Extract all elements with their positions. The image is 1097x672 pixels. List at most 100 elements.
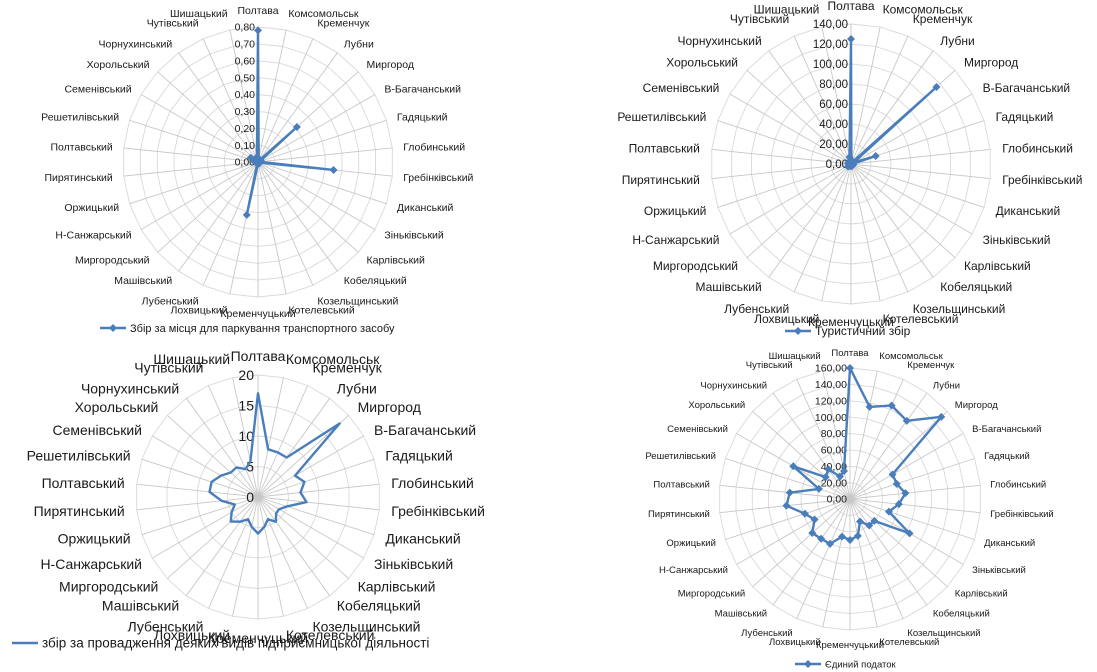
category-label: Чорнухинський [81,381,179,397]
data-point-marker [901,489,910,498]
spoke-line [850,50,934,165]
data-point-marker [800,509,809,518]
tick-label: 0,20 [235,123,256,135]
spoke-line [850,163,973,235]
category-label: Карлівський [367,254,426,266]
tick-label: 120,00 [815,395,847,407]
spoke-line [232,496,259,617]
spoke-line [849,498,948,588]
tick-label: 0,80 [235,22,256,34]
category-label: Комсомольськ [879,351,943,362]
spoke-line [711,163,852,180]
spoke-line [129,119,259,163]
data-point-marker [870,516,879,525]
category-label: Миргородський [75,254,150,266]
spoke-line [257,161,387,205]
spoke-line [822,498,851,628]
legend-marker [109,324,117,332]
tick-label: 0,30 [235,106,256,118]
category-label: Диканський [397,202,454,214]
category-label: Шишацький [170,8,228,20]
spoke-line [711,148,852,165]
tick-label: 10 [238,428,254,444]
data-point-marker [329,165,338,174]
tick-label: 0,00 [826,159,848,171]
category-label: Котелевський [286,627,375,643]
spoke-line [849,370,878,500]
data-point-marker [254,26,262,35]
category-label: Лохвицький [769,637,821,648]
category-label: Гадяцький [397,112,448,124]
legend-label: Туристичний збір [815,324,911,338]
category-label: Лубенський [128,618,204,634]
data-point-marker [845,153,854,162]
tick-label: 40,00 [819,119,848,131]
spoke-line [166,415,259,498]
spoke-line [793,35,852,165]
legend-marker [804,660,812,668]
data-point-marker [836,472,845,481]
data-point-marker [817,534,826,543]
legend-label: Єдиний податок [825,659,897,670]
spoke-line [729,93,852,165]
category-label: Миргород [955,400,998,411]
spoke-line [849,498,975,540]
tick-label: 60,00 [821,445,847,457]
spoke-line [202,161,259,286]
spoke-line [849,433,964,500]
category-label: Оржицький [644,204,707,218]
tick-label: 0 [246,489,254,505]
category-label: Машівський [102,597,179,613]
spoke-line [129,161,259,205]
spoke-line [796,498,851,619]
spoke-line [850,163,956,259]
category-label: Козельщинський [907,628,980,639]
data-point-marker [840,466,849,475]
category-label: Семенівський [643,81,720,95]
spoke-line [849,498,878,628]
spoke-line [136,496,259,511]
spoke-line [123,161,259,177]
category-label: Зіньківський [384,230,444,242]
data-point-marker [846,364,854,372]
spoke-line [257,161,314,286]
category-label: Семенівський [53,422,143,438]
tick-label: 160,00 [815,363,847,375]
category-label: Машівський [114,275,172,287]
category-label: Кобеляцький [337,597,421,613]
data-point-marker [894,500,903,509]
spoke-line [229,29,259,163]
data-point-marker [932,83,941,92]
spoke-line [257,52,338,163]
data-point-marker [837,532,846,541]
spoke-line [257,435,364,498]
data-point-marker [902,416,911,425]
spoke-line [850,27,881,165]
spoke-line [257,496,284,617]
spoke-line [136,483,259,498]
spoke-line [849,379,904,500]
category-label: Шишацький [769,351,821,362]
category-label: Козельщинський [317,295,398,307]
category-label: Полтава [231,348,286,364]
spoke-line [257,496,375,536]
spoke-line [178,161,259,272]
category-label: Лохвицький [154,627,230,643]
data-point-marker [855,517,864,526]
spoke-line [729,163,852,235]
tick-label: 0,00 [827,494,848,506]
spoke-line [850,163,934,278]
category-label: Полтавський [629,141,700,155]
spoke-line [849,498,981,514]
data-point-marker [821,473,830,482]
category-label: Хорольський [688,400,745,411]
data-point-marker [242,210,251,219]
category-label: Зіньківський [972,565,1026,576]
legend-label: Збір за місця для паркування транспортно… [130,323,395,335]
spoke-line [257,161,287,295]
spoke-line [850,163,909,293]
spoke-line [232,377,259,498]
tick-label: 0,50 [235,72,256,84]
spoke-line [772,498,851,606]
data-point-marker [252,153,261,162]
